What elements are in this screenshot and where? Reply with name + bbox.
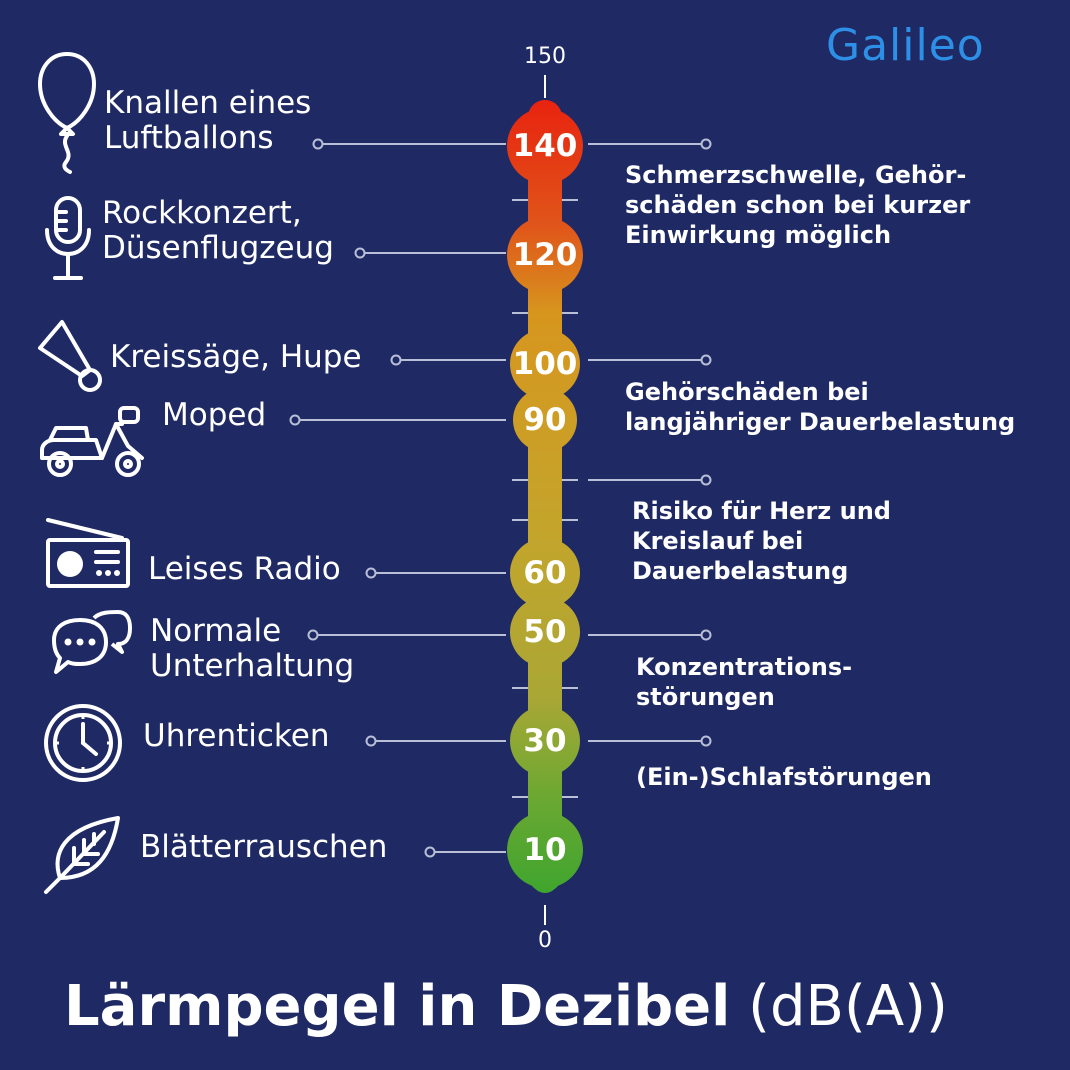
source-label-leaves: Blätterrauschen bbox=[140, 829, 388, 865]
level-circle-140 bbox=[507, 108, 583, 184]
level-circle-60 bbox=[510, 538, 580, 608]
source-label-radio: Leises Radio bbox=[148, 551, 341, 587]
effect-label-pain-threshold: Schmerzschwelle, Gehör-schäden schon bei… bbox=[625, 161, 971, 249]
source-label-conversation: Normale Unterhaltung bbox=[150, 613, 355, 684]
clock-icon bbox=[44, 704, 122, 782]
source-label-moped: Moped bbox=[162, 397, 267, 433]
microphone-icon bbox=[45, 196, 91, 280]
level-value-10: 10 bbox=[523, 832, 567, 868]
chat-bubbles-icon bbox=[52, 610, 132, 674]
source-label-balloon: Knallen eines Luftballons bbox=[104, 85, 312, 156]
effect-label-hearing-damage: Gehörschäden bei langjähriger Dauerbelast… bbox=[625, 378, 1016, 436]
effect-label-sleep: (Ein-)Schlafstörungen bbox=[636, 763, 932, 791]
axis-min-label: 0 bbox=[538, 928, 552, 953]
axis-max-label: 150 bbox=[524, 44, 566, 69]
right-leader-lines bbox=[588, 138, 712, 747]
leaf-icon bbox=[44, 816, 120, 894]
page-title: Lärmpegel in Dezibel (dB(A)) bbox=[64, 974, 948, 1039]
level-value-90: 90 bbox=[523, 402, 567, 438]
level-circle-90 bbox=[513, 388, 577, 452]
level-value-60: 60 bbox=[523, 555, 567, 591]
level-value-120: 120 bbox=[512, 237, 578, 273]
effect-label-concentration: Konzentrations-störungen bbox=[636, 653, 853, 711]
source-label-rock-concert: Rockkonzert, Düsenflugzeug bbox=[102, 195, 334, 266]
source-label-saw-horn: Kreissäge, Hupe bbox=[110, 339, 362, 375]
title-main: Lärmpegel in Dezibel bbox=[64, 974, 731, 1039]
level-value-30: 30 bbox=[523, 723, 567, 759]
level-value-50: 50 bbox=[523, 614, 567, 650]
level-circle-10 bbox=[507, 812, 583, 888]
level-circle-30 bbox=[510, 706, 580, 776]
effect-label-heart-risk: Risiko für Herz und Kreislauf bei Dauerbel… bbox=[632, 497, 891, 585]
galileo-logo: Galileo bbox=[826, 20, 985, 71]
title-unit: (dB(A)) bbox=[748, 974, 948, 1039]
radio-icon bbox=[46, 518, 130, 588]
level-circle-120 bbox=[507, 217, 583, 293]
left-leader-lines bbox=[289, 138, 506, 858]
level-value-140: 140 bbox=[512, 128, 578, 164]
balloon-icon bbox=[38, 52, 96, 174]
horn-icon bbox=[38, 320, 102, 392]
level-value-100: 100 bbox=[512, 346, 578, 382]
scooter-icon bbox=[40, 406, 144, 477]
level-circle-100 bbox=[510, 329, 580, 399]
level-circle-50 bbox=[510, 597, 580, 667]
source-label-clock: Uhrenticken bbox=[143, 718, 330, 754]
